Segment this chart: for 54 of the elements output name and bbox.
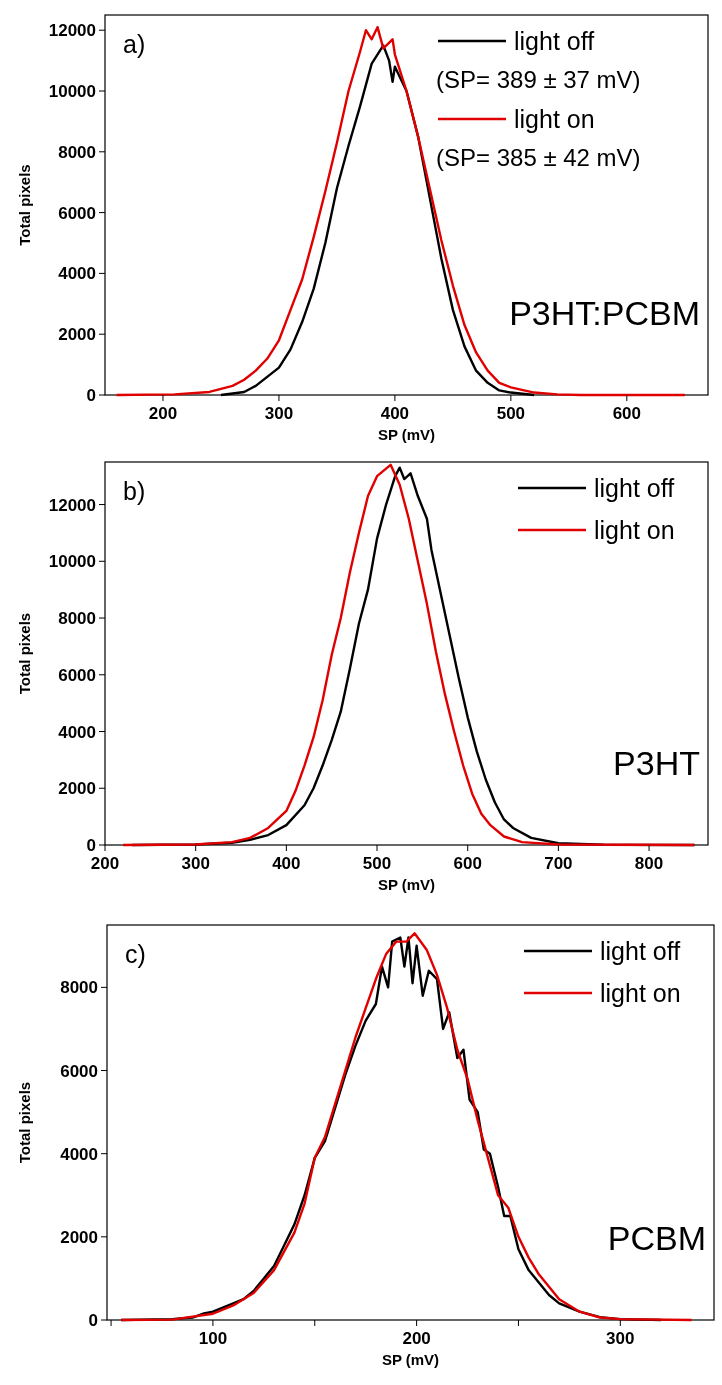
y-tick-label: 12000	[48, 495, 96, 515]
y-tick-label: 8000	[58, 609, 96, 629]
y-tick-label: 6000	[58, 665, 96, 685]
y-tick-label: 2000	[58, 325, 96, 345]
x-tick-label: 300	[606, 1329, 635, 1348]
legend-label: light off	[600, 937, 681, 965]
y-tick-label: 6000	[60, 1061, 98, 1081]
x-tick-label: 100	[198, 1329, 228, 1348]
x-tick-label: 600	[453, 854, 482, 873]
y-tick-label: 12000	[48, 21, 96, 41]
x-tick-label: 500	[496, 404, 526, 423]
y-tick-label: 2000	[60, 1227, 98, 1247]
y-axis-title: Total pixels	[16, 1081, 33, 1164]
annotation: a)	[123, 30, 146, 58]
x-tick-label: 400	[380, 404, 410, 423]
annotation: c)	[125, 940, 146, 968]
x-tick-label: 200	[90, 854, 120, 873]
y-axis-title: Total pixels	[16, 164, 33, 246]
x-tick-label: 200	[402, 1329, 431, 1348]
x-tick-label: 300	[181, 854, 210, 873]
y-tick-label: 4000	[58, 722, 96, 742]
y-tick-label: 6000	[58, 203, 96, 223]
legend-label: light off	[514, 27, 595, 55]
legend-label: light off	[594, 474, 675, 502]
y-tick-label: 10000	[48, 82, 96, 101]
annotation: P3HT	[613, 744, 700, 782]
x-tick-label: 400	[272, 854, 301, 873]
x-tick-label: 600	[612, 404, 642, 423]
legend-label: light on	[600, 979, 681, 1007]
annotation: (SP= 389 ± 37 mV)	[436, 66, 641, 93]
y-axis-title: Total pixels	[16, 612, 33, 695]
x-tick-label: 200	[148, 404, 178, 423]
x-axis-title: SP (mV)	[377, 876, 436, 893]
y-tick-label: 4000	[60, 1144, 98, 1164]
y-tick-label: 0	[88, 1311, 98, 1330]
x-axis-title: SP (mV)	[381, 1351, 440, 1368]
y-tick-label: 4000	[58, 264, 96, 284]
y-tick-label: 8000	[58, 142, 96, 162]
x-axis-title: SP (mV)	[377, 426, 436, 443]
x-tick-label: 700	[544, 854, 573, 873]
legend-label: light on	[514, 105, 595, 133]
y-tick-label: 0	[86, 836, 96, 855]
legend-label: light on	[594, 516, 675, 544]
annotation: (SP= 385 ± 42 mV)	[436, 144, 641, 171]
x-tick-label: 500	[362, 854, 392, 873]
annotation: PCBM	[607, 1219, 706, 1257]
x-tick-label: 800	[634, 854, 664, 873]
y-tick-label: 10000	[48, 552, 96, 572]
y-tick-label: 0	[86, 386, 96, 405]
x-tick-label: 300	[264, 404, 294, 423]
y-tick-label: 8000	[60, 978, 98, 998]
annotation: b)	[123, 477, 146, 505]
y-tick-label: 2000	[58, 779, 96, 799]
annotation: P3HT:PCBM	[509, 294, 700, 332]
